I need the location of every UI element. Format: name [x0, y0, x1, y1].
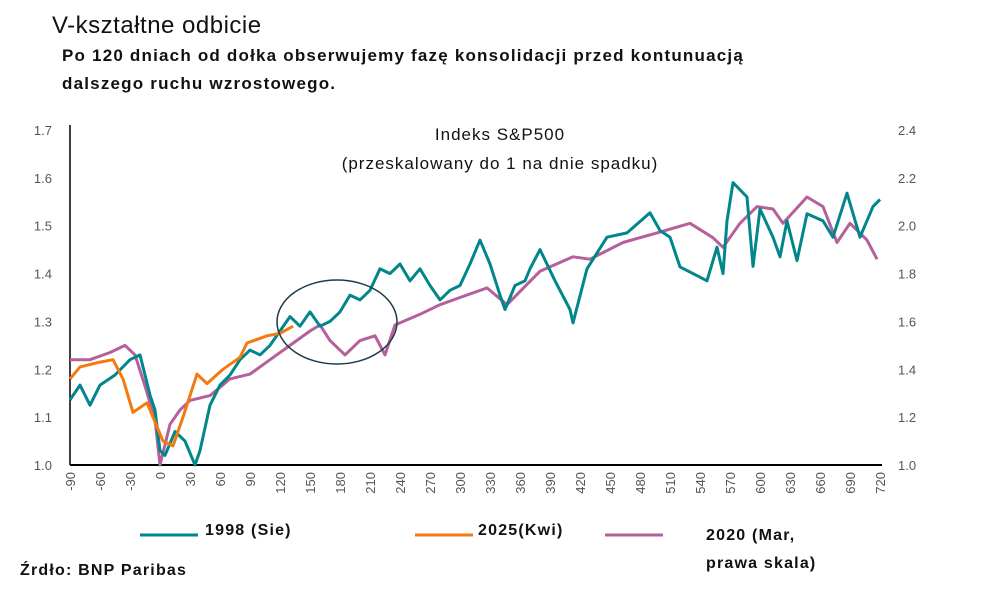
x-tick-label: 270	[423, 472, 438, 494]
x-tick-label: 30	[183, 472, 198, 486]
x-tick-label: -60	[93, 472, 108, 491]
x-tick-label: 120	[273, 472, 288, 494]
x-tick-label: 150	[303, 472, 318, 494]
legend-label-2020: 2020 (Mar, prawa skala)	[706, 522, 816, 578]
x-tick-label: 630	[783, 472, 798, 494]
x-tick-label: 510	[663, 472, 678, 494]
y-tick-left-label: 1.7	[34, 123, 52, 138]
x-tick-label: 450	[603, 472, 618, 494]
x-tick-label: 570	[723, 472, 738, 494]
chart-title-line-1: Indeks S&P500	[434, 125, 566, 144]
x-tick-label: 180	[333, 472, 348, 494]
chart-title-line-2: (przeskalowany do 1 na dnie spadku)	[341, 154, 659, 173]
series-2025-line	[68, 324, 294, 448]
x-tick-label: 690	[843, 472, 858, 494]
y-tick-right-label: 1.4	[898, 362, 916, 377]
y-tick-left-label: 1.1	[34, 410, 52, 425]
x-tick-label: 300	[453, 472, 468, 494]
figure-title: V-kształtne odbicie	[52, 12, 262, 39]
figure-subtitle-line-1: Po 120 dniach od dołka obserwujemy fazę …	[62, 46, 744, 65]
y-tick-left-label: 1.6	[34, 171, 52, 186]
x-tick-label: 330	[483, 472, 498, 494]
figure-subtitle-line-2: dalszego ruchu wzrostowego.	[62, 74, 337, 93]
x-tick-label: 540	[693, 472, 708, 494]
x-tick-label: 360	[513, 472, 528, 494]
x-tick-label: 240	[393, 472, 408, 494]
x-tick-label: 210	[363, 472, 378, 494]
y-tick-right-label: 2.4	[898, 123, 916, 138]
y-tick-right-label: 2.0	[898, 219, 916, 234]
x-tick-label: 0	[153, 472, 168, 479]
legend-label-2020-line-1: 2020 (Mar,	[706, 527, 796, 544]
x-tick-label: 660	[813, 472, 828, 494]
x-tick-label: 60	[213, 472, 228, 486]
y-tick-left-label: 1.3	[34, 314, 52, 329]
y-tick-left-label: 1.2	[34, 362, 52, 377]
y-tick-right-label: 1.2	[898, 410, 916, 425]
y-tick-right-label: 1.6	[898, 314, 916, 329]
legend-label-2020-line-2: prawa skala)	[706, 555, 817, 572]
x-tick-label: 90	[243, 472, 258, 486]
y-tick-left-label: 1.5	[34, 219, 52, 234]
x-tick-label: 600	[753, 472, 768, 494]
y-tick-left-label: 1.0	[34, 458, 52, 473]
series-2020-line	[70, 195, 879, 467]
series-1998-line	[68, 181, 882, 467]
y-tick-right-label: 1.0	[898, 458, 916, 473]
annotation-ellipse	[276, 279, 398, 365]
x-tick-label: 720	[873, 472, 888, 494]
y-tick-right-label: 2.2	[898, 171, 916, 186]
x-tick-label: 420	[573, 472, 588, 494]
x-tick-label: 480	[633, 472, 648, 494]
legend-label-2025: 2025(Kwi)	[478, 522, 564, 539]
x-tick-label: -30	[123, 472, 138, 491]
x-tick-label: 390	[543, 472, 558, 494]
legend-label-1998: 1998 (Sie)	[205, 522, 292, 539]
x-tick-label: -90	[63, 472, 78, 491]
y-tick-right-label: 1.8	[898, 267, 916, 282]
source-note: Źrdło: BNP Paribas	[20, 562, 188, 579]
y-tick-left-label: 1.4	[34, 267, 52, 282]
chart-title: Indeks S&P500 (przeskalowany do 1 na dni…	[280, 120, 720, 178]
